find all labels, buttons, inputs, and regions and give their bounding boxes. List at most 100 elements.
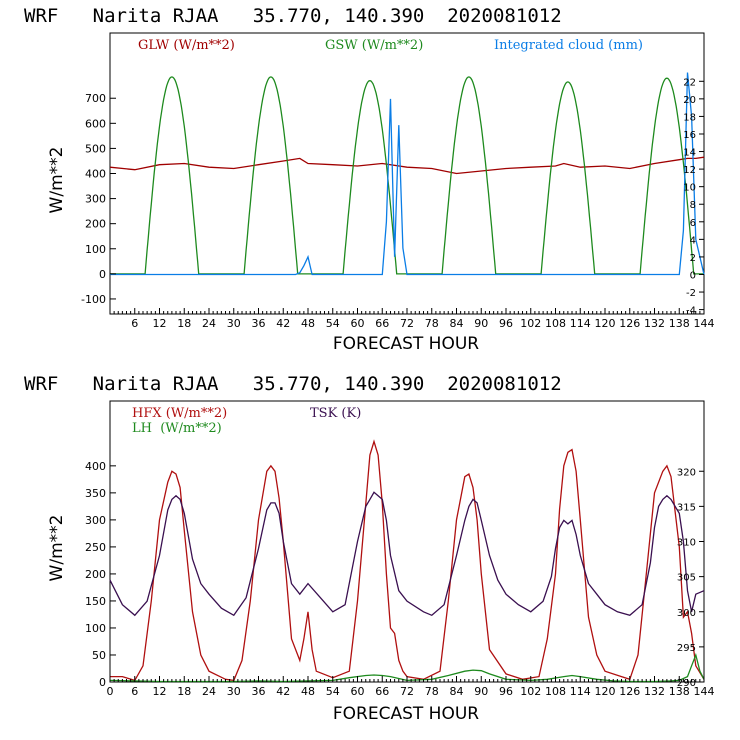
- upper-series-gsw-line: [110, 76, 704, 275]
- lower-x-tick-label: 36: [252, 685, 266, 698]
- upper-x-axis-label: FORECAST HOUR: [333, 334, 479, 354]
- upper-y2-tick-label: -4: [686, 306, 696, 317]
- upper-x-tick-label: 96: [499, 317, 513, 330]
- upper-y2-tick-label: 6: [690, 218, 696, 229]
- upper-y2-tick-label: 8: [690, 200, 696, 211]
- lower-x-tick-label: 54: [326, 685, 340, 698]
- lower-y-axis-label: W/m**2: [47, 515, 67, 582]
- lower-x-tick-label: 126: [619, 685, 640, 698]
- upper-x-tick-label: 108: [545, 317, 566, 330]
- lower-x-tick-label: 108: [545, 685, 566, 698]
- lower-chart: WRF Narita RJAA 35.770, 140.390 20200810…: [24, 373, 715, 724]
- legend-tsk: TSK (K): [310, 406, 361, 421]
- lower-x-tick-label: 60: [351, 685, 365, 698]
- legend-cloud: Integrated cloud (mm): [494, 38, 643, 53]
- upper-x-tick-label: 30: [227, 317, 241, 330]
- upper-x-tick-label: 144: [694, 317, 715, 330]
- upper-y2-tick-label: 10: [683, 183, 696, 194]
- upper-x-tick-label: 18: [177, 317, 191, 330]
- upper-y-tick-label: 0: [99, 268, 106, 281]
- upper-y2-tick-label: 20: [683, 95, 696, 106]
- lower-y-tick-label: 400: [85, 460, 106, 473]
- lower-x-tick-label: 6: [131, 685, 138, 698]
- lower-x-tick-label: 90: [474, 685, 488, 698]
- upper-y-tick-label: 200: [85, 218, 106, 231]
- upper-x-tick-label: 138: [669, 317, 690, 330]
- upper-y-tick-label: 700: [85, 92, 106, 105]
- lower-x-tick-label: 84: [450, 685, 464, 698]
- lower-y2-tick-label: 320: [677, 467, 696, 478]
- lower-x-tick-label: 18: [177, 685, 191, 698]
- lower-x-tick-label: 102: [520, 685, 541, 698]
- upper-y2-tick-label: 12: [683, 165, 696, 176]
- upper-x-tick-label: 12: [153, 317, 167, 330]
- legend-glw: GLW (W/m**2): [138, 38, 235, 53]
- upper-x-tick-label: 114: [570, 317, 591, 330]
- upper-y2-tick-label: 14: [683, 148, 696, 159]
- lower-y-tick-label: 300: [85, 514, 106, 527]
- upper-x-tick-label: 42: [276, 317, 290, 330]
- upper-y-tick-label: 600: [85, 117, 106, 130]
- lower-series-hfx-line: [110, 439, 705, 682]
- upper-x-tick-label: 132: [644, 317, 665, 330]
- lower-x-tick-label: 78: [425, 685, 439, 698]
- lower-x-tick-label: 114: [570, 685, 591, 698]
- legend-hfx: HFX (W/m**2): [132, 406, 227, 421]
- lower-x-tick-label: 144: [694, 685, 715, 698]
- lower-x-tick-label: 72: [400, 685, 414, 698]
- upper-y2-tick-label: 2: [690, 253, 696, 264]
- upper-x-tick-label: 6: [131, 317, 138, 330]
- upper-x-tick-label: 54: [326, 317, 340, 330]
- upper-y-tick-label: 400: [85, 168, 106, 181]
- lower-series-tsk-line: [109, 491, 705, 617]
- upper-y2-tick-label: 4: [690, 235, 696, 246]
- upper-y-tick-label: -100: [81, 293, 106, 306]
- upper-chart: WRF Narita RJAA 35.770, 140.390 20200810…: [24, 5, 715, 354]
- lower-y-tick-label: 350: [85, 487, 106, 500]
- legend-lh: LH (W/m**2): [132, 421, 222, 436]
- lower-y2-tick-label: 315: [677, 502, 696, 513]
- lower-x-tick-label: 132: [644, 685, 665, 698]
- upper-x-tick-label: 60: [351, 317, 365, 330]
- upper-y2-tick-label: 16: [683, 130, 696, 141]
- upper-y2-tick-label: 22: [683, 77, 696, 88]
- lower-y-tick-label: 100: [85, 622, 106, 635]
- upper-x-tick-label: 48: [301, 317, 315, 330]
- lower-x-tick-label: 24: [202, 685, 216, 698]
- lower-x-tick-label: 138: [669, 685, 690, 698]
- upper-x-tick-label: 84: [450, 317, 464, 330]
- lower-y2-tick-label: 290: [677, 678, 696, 689]
- lower-y-tick-label: 200: [85, 568, 106, 581]
- upper-y2-tick-label: 0: [690, 270, 696, 281]
- upper-x-tick-label: 24: [202, 317, 216, 330]
- lower-x-tick-label: 0: [107, 685, 114, 698]
- upper-y-tick-label: 300: [85, 193, 106, 206]
- lower-x-axis-label: FORECAST HOUR: [333, 704, 479, 724]
- upper-series-integrated-line: [110, 72, 705, 276]
- legend-gsw: GSW (W/m**2): [325, 38, 423, 53]
- upper-x-tick-label: 78: [425, 317, 439, 330]
- upper-y2-tick-label: -2: [686, 288, 696, 299]
- upper-chart-title: WRF Narita RJAA 35.770, 140.390 20200810…: [24, 5, 562, 27]
- upper-y2-tick-label: 18: [683, 112, 696, 123]
- lower-x-tick-label: 48: [301, 685, 315, 698]
- lower-x-tick-label: 120: [595, 685, 616, 698]
- lower-x-tick-label: 66: [375, 685, 389, 698]
- lower-y-tick-label: 150: [85, 595, 106, 608]
- upper-x-tick-label: 36: [252, 317, 266, 330]
- upper-x-tick-label: 66: [375, 317, 389, 330]
- lower-x-tick-label: 42: [276, 685, 290, 698]
- lower-y-tick-label: 50: [92, 649, 106, 662]
- lower-y-tick-label: 250: [85, 541, 106, 554]
- lower-x-tick-label: 12: [153, 685, 167, 698]
- lower-y-tick-label: 0: [99, 676, 106, 689]
- lower-x-tick-label: 96: [499, 685, 513, 698]
- lower-x-tick-label: 30: [227, 685, 241, 698]
- lower-y2-tick-label: 305: [677, 573, 696, 584]
- upper-x-tick-label: 72: [400, 317, 414, 330]
- upper-x-tick-label: 102: [520, 317, 541, 330]
- lower-y2-tick-label: 300: [677, 608, 696, 619]
- upper-x-tick-label: 90: [474, 317, 488, 330]
- upper-series-glw-line: [109, 156, 705, 175]
